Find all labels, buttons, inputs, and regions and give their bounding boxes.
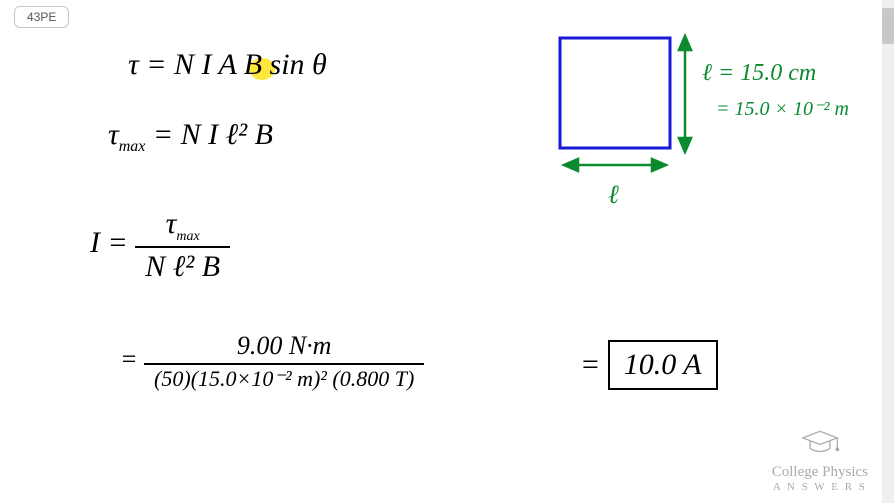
eq2-lhs: τ <box>108 118 119 151</box>
equation-current-numeric: = 9.00 N·m (50)(15.0×10⁻² m)² (0.800 T) <box>120 330 424 393</box>
length-label-primary: ℓ = 15.0 cm <box>702 60 816 87</box>
eq2-rhs: = N I ℓ² B <box>145 118 273 151</box>
branding-line1: College Physics <box>772 464 868 481</box>
graduation-cap-icon <box>799 428 841 456</box>
eq3-fraction: τmax N ℓ² B <box>135 205 230 285</box>
length-label-top-text: ℓ = 15.0 cm <box>702 60 816 86</box>
eq3-lhs: I = <box>90 226 135 259</box>
vertical-dimension-arrow <box>679 36 691 152</box>
scrollbar-thumb[interactable] <box>882 8 894 44</box>
length-var-text: ℓ <box>608 180 619 209</box>
loop-square <box>560 38 670 148</box>
eq3-num-sub: max <box>176 229 199 244</box>
branding-line2: A N S W E R S <box>772 481 868 493</box>
scrollbar[interactable] <box>882 0 894 503</box>
length-var-bottom: ℓ <box>608 180 619 210</box>
eq4-equals: = <box>120 344 144 373</box>
eq1-text: τ = N I A B sin θ <box>128 48 327 81</box>
length-label-secondary: = 15.0 × 10⁻² m <box>716 96 849 121</box>
equation-result: = 10.0 A <box>580 340 718 390</box>
eq3-denominator: N ℓ² B <box>135 246 230 285</box>
equation-torque-max: τmax = N I ℓ² B <box>108 118 273 156</box>
eq2-sub: max <box>119 138 146 155</box>
eq4-fraction: 9.00 N·m (50)(15.0×10⁻² m)² (0.800 T) <box>144 330 424 393</box>
problem-badge: 43PE <box>14 6 69 28</box>
problem-badge-label: 43PE <box>27 10 56 24</box>
length-label-bottom-text: = 15.0 × 10⁻² m <box>716 98 849 120</box>
result-equals: = <box>580 348 608 381</box>
equation-torque-general: τ = N I A B sin θ <box>128 48 327 82</box>
equation-current-symbolic: I = τmax N ℓ² B <box>90 205 230 285</box>
horizontal-dimension-arrow <box>564 159 666 171</box>
eq3-num-tau: τ <box>166 207 177 240</box>
eq3-numerator: τmax <box>156 205 210 246</box>
eq4-numerator: 9.00 N·m <box>227 330 342 363</box>
result-value: 10.0 A <box>624 348 702 381</box>
result-box: 10.0 A <box>608 340 718 390</box>
eq4-denominator: (50)(15.0×10⁻² m)² (0.800 T) <box>144 363 424 393</box>
site-branding: College Physics A N S W E R S <box>772 428 868 493</box>
